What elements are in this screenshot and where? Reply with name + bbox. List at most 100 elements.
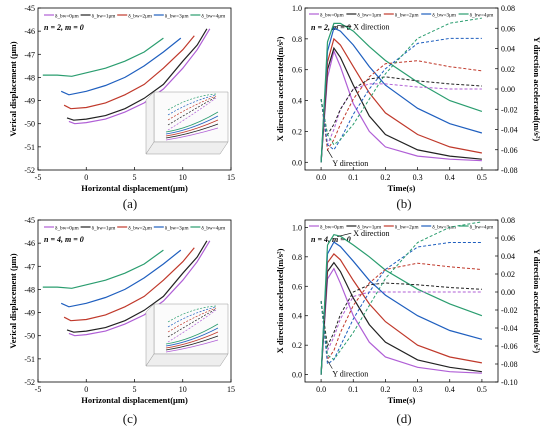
y-accel-series-line [320, 83, 482, 147]
x-accel-series-line [320, 267, 482, 375]
y-right-axis-label: Y direction accelerated(m/s²) [532, 249, 542, 354]
x-direction-arrow [337, 25, 352, 27]
y-accel-series-line [320, 60, 482, 152]
x-tick-label: 15 [227, 173, 235, 182]
y-axis-label: Verical displacement (μm) [8, 41, 18, 136]
legend-label: δ_bw=1μm [92, 14, 116, 20]
y-right-tick-label: -0.08 [501, 166, 518, 175]
legend-label: δ_bw=2μm [395, 225, 419, 231]
x-accel-series-line [320, 49, 482, 163]
y-accel-series-line [320, 17, 482, 146]
x-tick-label: -5 [35, 173, 42, 182]
inset-3d-plot [145, 303, 229, 367]
panel-annotation: n = 4, m = 0 [44, 235, 84, 244]
inset-curve-dashed [167, 305, 217, 323]
x-tick-label: 0.0 [316, 173, 326, 182]
inset-curve-dashed [167, 96, 217, 126]
legend-label: δ_bw=0μm [55, 14, 79, 20]
series-line [66, 28, 208, 121]
inset-floor-panel [145, 353, 229, 367]
legend-label: δ_bw=4μm [201, 226, 225, 232]
y-tick-label: -52 [24, 166, 35, 175]
y-tick-label: 1.0 [292, 223, 302, 232]
legend-label: δ_bw=0μm [320, 225, 344, 231]
series-line [63, 247, 195, 322]
series-line [60, 249, 182, 308]
x-tick-label: 0.3 [413, 385, 423, 394]
legend-label: δ_bw=3μm [165, 14, 189, 20]
legend-label: δ_bw=1μm [357, 225, 381, 231]
y-right-tick-label: -0.02 [501, 105, 518, 114]
x-accel-series-line [320, 234, 483, 375]
inset-curve-solid [165, 331, 219, 349]
y-tick-label: 0.4 [292, 97, 302, 106]
y-tick-label: -51 [24, 355, 35, 364]
y-right-tick-label: -0.08 [501, 360, 518, 369]
y-direction-label: Y direction [332, 159, 368, 168]
x-tick-label: 0.1 [348, 173, 358, 182]
series-line [68, 240, 211, 337]
series-line [63, 35, 195, 110]
x-tick-label: -5 [35, 385, 42, 394]
series-line [60, 37, 182, 96]
y-tick-label: 0.8 [292, 253, 302, 262]
inset-curve-dashed [167, 307, 217, 333]
series-line [68, 28, 211, 125]
x-tick-label: 0.4 [445, 385, 455, 394]
y-tick-label: 0.6 [292, 66, 302, 75]
y-right-tick-label: -0.02 [501, 306, 518, 315]
legend-label: δ_bw=4μm [201, 14, 225, 20]
y-tick-label: 0.2 [292, 127, 302, 136]
inset-curve-dashed [167, 94, 217, 116]
y-tick-label: 0.4 [292, 312, 302, 321]
inset-curve-solid [165, 119, 219, 137]
y-direction-arrow [327, 149, 333, 158]
x-axis-label: Time(s) [388, 183, 416, 193]
x-direction-arrow [337, 232, 352, 238]
y-right-tick-label: 0.06 [501, 24, 515, 33]
inset-floor-panel [145, 141, 229, 155]
inset-curve-solid [165, 115, 219, 135]
x-tick-label: 0.2 [380, 173, 390, 182]
chart-a: -5 0 5 10 15-52-51-50-49-48-47-46-45Horizont… [8, 4, 235, 193]
y-tick-label: -50 [24, 332, 35, 341]
series-line [42, 37, 164, 77]
y-tick-label: 1.0 [292, 4, 302, 13]
y-right-axis-label: Y direction accelerated(m/s²) [532, 37, 542, 142]
x-accel-series-line [320, 241, 483, 375]
legend-label: δ_bw=1μm [92, 226, 116, 232]
y-tick-label: -45 [24, 216, 35, 225]
y-right-tick-label: 0.04 [501, 45, 515, 54]
y-tick-label: 0.8 [292, 35, 302, 44]
y-tick-label: 0.0 [292, 371, 302, 380]
inset-curve-solid [165, 327, 219, 347]
y-right-tick-label: 0.02 [501, 270, 515, 279]
series-line [66, 240, 208, 333]
x-tick-label: 0.2 [380, 385, 390, 394]
y-right-tick-label: 0.08 [501, 216, 515, 225]
y-tick-label: -47 [24, 50, 35, 59]
x-tick-label: 15 [227, 385, 235, 394]
caption-c: (c) [122, 411, 138, 426]
inset-curve-solid [165, 335, 219, 351]
y-accel-series-line [320, 37, 482, 151]
inset-curve-dashed [167, 306, 217, 328]
legend-label: δ_bw=3μm [432, 13, 456, 19]
y-tick-label: -52 [24, 378, 35, 387]
x-tick-label: 0 [84, 173, 88, 182]
inset-curve-dashed [167, 309, 217, 343]
series-line [42, 249, 164, 289]
x-accel-series-line [320, 22, 483, 163]
y-tick-label: -50 [24, 120, 35, 129]
panel-annotation: n = 2, m = 0 [44, 23, 84, 32]
y-tick-label: -47 [24, 262, 35, 271]
y-accel-series-line [320, 262, 482, 361]
x-tick-label: 5 [133, 173, 137, 182]
y-tick-label: 0.2 [292, 341, 302, 350]
y-right-tick-label: -0.06 [501, 342, 518, 351]
y-right-tick-label: -0.04 [501, 324, 518, 333]
legend-label: δ_bw=2μm [128, 226, 152, 232]
y-axis-label: X direction accelerated(m/s²) [275, 248, 285, 353]
y-tick-label: -49 [24, 309, 35, 318]
